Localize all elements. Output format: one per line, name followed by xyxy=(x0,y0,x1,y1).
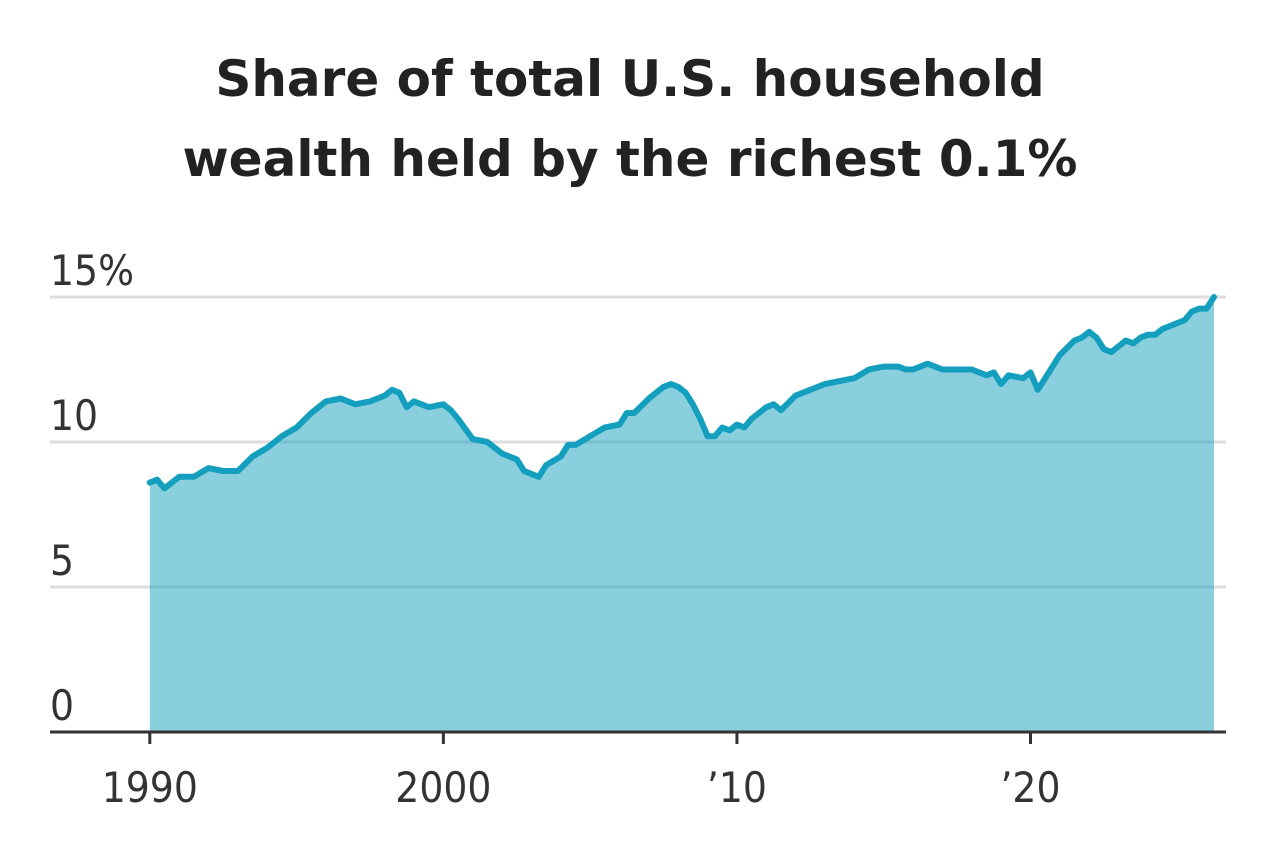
chart-title: wealth held by the richest 0.1% xyxy=(182,130,1077,188)
y-tick-label: 15% xyxy=(50,246,134,295)
x-tick-label: ’20 xyxy=(1000,763,1060,812)
y-tick-label: 0 xyxy=(50,681,74,730)
chart-title: Share of total U.S. household xyxy=(215,50,1044,108)
x-tick-label: ’10 xyxy=(707,763,767,812)
y-tick-label: 10 xyxy=(50,391,98,440)
x-tick-label: 2000 xyxy=(395,763,491,812)
x-tick-label: 1990 xyxy=(102,763,198,812)
y-tick-label: 5 xyxy=(50,536,74,585)
line xyxy=(146,294,1217,492)
area xyxy=(149,297,1214,732)
